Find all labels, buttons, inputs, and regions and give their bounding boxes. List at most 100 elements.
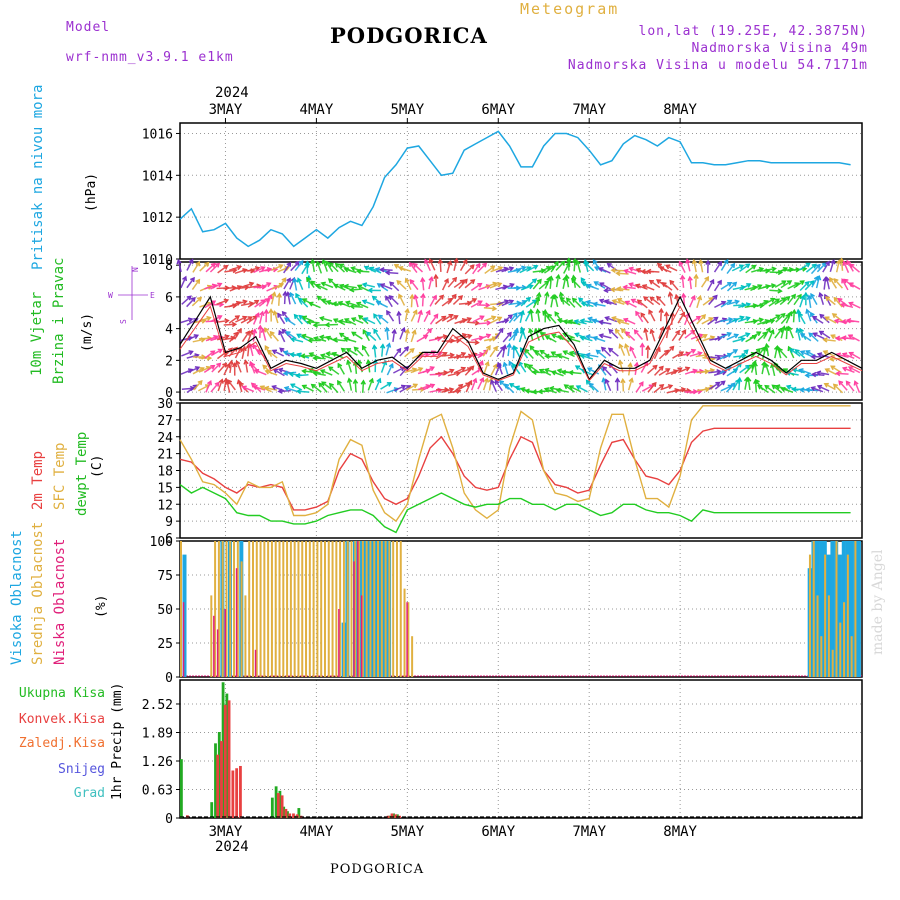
wind-arrow	[750, 284, 762, 292]
wind-arrow	[625, 300, 637, 308]
bottom-day-label: 5MAY	[390, 824, 424, 840]
wind-arrow-head	[568, 385, 574, 391]
wind-arrow	[781, 387, 794, 393]
wind-arrow	[534, 329, 540, 341]
low-cloud-bar	[254, 649, 257, 677]
wind-arrow	[581, 302, 594, 308]
wind-arrow-head	[276, 292, 282, 298]
wind-arrow	[602, 366, 612, 377]
wind-arrow-head	[580, 301, 586, 307]
wind-arrow-head	[197, 379, 203, 386]
wind-arrow-head	[659, 326, 665, 332]
wind-arrow	[688, 295, 696, 308]
wind-arrow	[399, 346, 409, 357]
wind-arrow	[247, 300, 259, 308]
wind-arrow	[409, 262, 418, 273]
wind-arrow	[641, 384, 654, 392]
wind-arrow	[811, 386, 824, 393]
wind-arrow	[599, 267, 611, 274]
wind-arrow	[571, 278, 581, 289]
wind-arrow	[726, 282, 737, 292]
wind-arrow-head	[385, 295, 390, 301]
wind-arrow-head	[649, 296, 655, 302]
wind-arrow-head	[384, 326, 390, 332]
wind-arrow-head	[592, 301, 598, 307]
wind-arrow	[241, 331, 250, 342]
total-rain-bar	[221, 682, 225, 818]
wind-arrow	[824, 383, 836, 391]
wind-arrow	[362, 300, 375, 306]
wind-arrow	[482, 378, 489, 391]
mid-cloud-bar	[346, 541, 349, 677]
wind-arrow-head	[640, 312, 646, 318]
wind-arrow	[594, 281, 606, 289]
wind-arrow-head	[738, 264, 745, 270]
wind-arrow	[825, 296, 836, 306]
wind-arrow-head	[690, 294, 696, 301]
wind-arrow	[283, 292, 287, 305]
wind-arrow-head	[374, 267, 381, 273]
wind-arrow	[822, 261, 830, 273]
wind-arrow-head	[498, 379, 505, 386]
wind-arrow-head	[437, 351, 443, 357]
wind-arrow	[413, 263, 424, 273]
wind-arrow-head	[580, 281, 587, 287]
wind-arrow-head	[512, 362, 517, 369]
conv-rain-bar	[239, 765, 242, 818]
wind-arrow-head	[365, 359, 372, 365]
wind-arrow-head	[830, 258, 836, 265]
wind-arrow-head	[639, 342, 646, 348]
wind-arrow-head	[251, 328, 258, 334]
wind-arrow-head	[338, 318, 344, 325]
wind-arrow	[490, 380, 497, 392]
wind-arrow	[373, 345, 377, 358]
wind-arrow	[507, 344, 511, 357]
low-cloud-bar	[216, 629, 219, 677]
wind-arrow-head	[765, 327, 771, 333]
wind-arrow-head	[343, 283, 349, 290]
wind-arrow-head	[497, 266, 504, 272]
wind-arrow	[244, 360, 249, 373]
wind-arrow	[410, 295, 413, 308]
wind-arrow	[720, 318, 733, 323]
wind-arrow	[470, 378, 477, 391]
wind-arrow-head	[501, 344, 508, 350]
wind-arrow	[459, 317, 471, 324]
temperature-ytick-label: 30	[157, 397, 173, 412]
wind-arrow-head	[235, 359, 241, 366]
low-cloud-bar	[338, 609, 340, 677]
wind-arrow-head	[835, 370, 841, 377]
wind-arrow	[576, 260, 582, 273]
wind-arrow-head	[658, 307, 664, 314]
wind-arrow-head	[598, 298, 605, 304]
mid-cloud-bar	[831, 649, 834, 677]
wind-arrow-head	[548, 385, 555, 392]
wind-arrow	[309, 368, 322, 375]
wind-arrow	[608, 329, 619, 339]
wind-arrow-head	[266, 349, 272, 355]
conv-rain-bar	[216, 754, 220, 818]
wind-arrow	[653, 366, 664, 376]
wind-arrow-head	[832, 383, 838, 389]
mid-cloud-bar	[229, 541, 232, 677]
wind-arrow	[423, 310, 431, 323]
wind-arrow	[363, 317, 376, 325]
wind-arrow	[283, 278, 291, 290]
wind-arrow-head	[542, 310, 548, 316]
dewpoint-line	[179, 484, 851, 534]
wind-arrow	[823, 338, 836, 342]
wind-arrow	[229, 285, 242, 292]
wind-arrow	[515, 300, 527, 308]
wind-arrow	[322, 260, 328, 272]
wind-arrow	[624, 269, 637, 275]
wind-arrow-head	[300, 353, 306, 359]
wind-arrow-head	[824, 293, 829, 300]
wind-arrow-head	[277, 312, 283, 318]
wind-arrow	[435, 371, 448, 375]
wind-arrow-head	[343, 336, 349, 343]
wind-arrow-head	[803, 291, 809, 298]
wind-arrow	[780, 314, 790, 325]
wind-arrow	[297, 333, 309, 341]
wind-arrow-head	[400, 384, 407, 390]
wind-arrow-head	[587, 316, 593, 322]
